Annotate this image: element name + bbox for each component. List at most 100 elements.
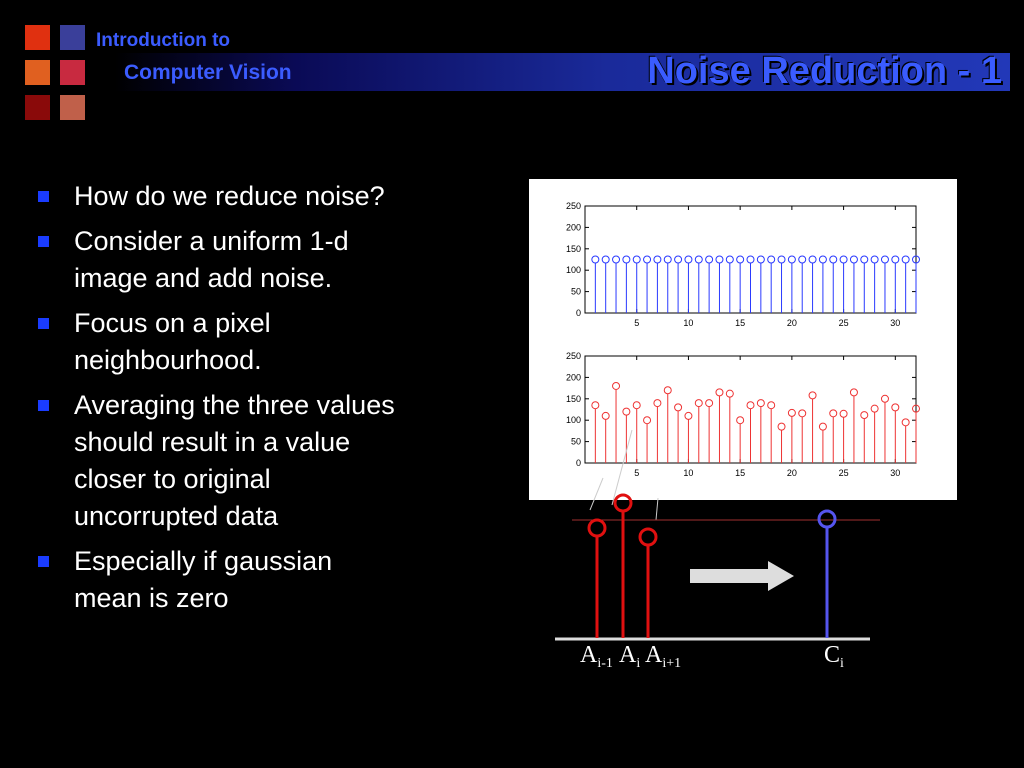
stem-marker xyxy=(653,255,662,264)
stem-marker xyxy=(839,409,848,418)
y-tick-label: 0 xyxy=(576,308,581,318)
stem-marker xyxy=(808,255,817,264)
x-tick-label: 30 xyxy=(890,468,900,478)
y-tick-label: 200 xyxy=(566,372,581,382)
stem-a-next-marker xyxy=(638,527,658,547)
slide-title: Noise Reduction - 1 xyxy=(647,50,1002,92)
stem-marker xyxy=(860,255,869,264)
bullet-list: How do we reduce noise? Consider a unifo… xyxy=(36,178,406,625)
label-a-next: Ai+1 xyxy=(645,642,682,671)
bullet-square-icon xyxy=(38,236,49,247)
label-a-curr: Ai xyxy=(619,642,641,671)
stem-marker xyxy=(870,255,879,264)
stem-marker xyxy=(787,408,796,417)
stem-marker xyxy=(787,255,796,264)
y-tick-label: 250 xyxy=(566,351,581,361)
bullet-item: Especially if gaussian mean is zero xyxy=(36,543,406,617)
stem-marker xyxy=(849,255,858,264)
x-tick-label: 25 xyxy=(839,468,849,478)
stem-marker xyxy=(705,399,714,408)
stem-marker xyxy=(829,409,838,418)
logo-squares xyxy=(0,0,90,125)
stem-marker xyxy=(860,411,869,420)
stem-marker xyxy=(643,255,652,264)
bullet-item: Averaging the three values should result… xyxy=(36,387,406,535)
stem-marker xyxy=(901,418,910,427)
stem-marker xyxy=(818,255,827,264)
y-tick-label: 250 xyxy=(566,201,581,211)
x-tick-label: 15 xyxy=(735,468,745,478)
stem-marker xyxy=(798,255,807,264)
y-tick-label: 100 xyxy=(566,265,581,275)
averaging-diagram xyxy=(555,493,880,641)
stem-marker xyxy=(891,255,900,264)
stem-marker xyxy=(756,399,765,408)
logo-square xyxy=(60,60,85,85)
stem-marker xyxy=(632,255,641,264)
x-tick-label: 30 xyxy=(890,318,900,328)
y-tick-label: 0 xyxy=(576,458,581,468)
course-title-line1: Introduction to xyxy=(96,30,231,51)
stem-marker xyxy=(622,407,631,416)
x-tick-label: 10 xyxy=(683,468,693,478)
stem-marker xyxy=(777,422,786,431)
stem-marker xyxy=(715,255,724,264)
bullet-text: Especially if gaussian mean is zero xyxy=(74,546,333,613)
logo-square xyxy=(25,95,50,120)
bullet-item: How do we reduce noise? xyxy=(36,178,406,215)
header-bar xyxy=(115,53,1010,91)
stem-marker xyxy=(880,394,889,403)
stem-marker xyxy=(756,255,765,264)
stem-marker xyxy=(767,401,776,410)
stem-marker xyxy=(601,411,610,420)
bullet-square-icon xyxy=(38,556,49,567)
stem-marker xyxy=(818,422,827,431)
plot-panel: 0 50 100 150 200 250 5 10 15 20 25 30 0 50 100 150 200 25… xyxy=(529,179,957,500)
stem-marker xyxy=(632,401,641,410)
stem-marker xyxy=(643,416,652,425)
stem-marker xyxy=(880,255,889,264)
stem-marker xyxy=(839,255,848,264)
stem-marker xyxy=(891,403,900,412)
stem-marker xyxy=(725,389,734,398)
right-arrow-icon xyxy=(690,561,794,591)
stem-marker xyxy=(715,388,724,397)
stem-marker xyxy=(622,255,631,264)
bullet-item: Focus on a pixel neighbourhood. xyxy=(36,305,406,379)
stem-marker xyxy=(870,404,879,413)
bullet-text: How do we reduce noise? xyxy=(74,181,385,211)
x-tick-label: 10 xyxy=(683,318,693,328)
y-tick-label: 50 xyxy=(571,437,581,447)
stem-marker xyxy=(663,255,672,264)
stem-marker xyxy=(612,381,621,390)
stem-marker xyxy=(663,386,672,395)
y-tick-label: 150 xyxy=(566,244,581,254)
x-tick-label: 25 xyxy=(839,318,849,328)
stem-marker xyxy=(694,399,703,408)
logo-square xyxy=(25,25,50,50)
stem-marker xyxy=(829,255,838,264)
stem-marker xyxy=(808,391,817,400)
stem-marker xyxy=(746,255,755,264)
stem-c-curr-marker xyxy=(817,509,837,529)
stem-marker xyxy=(777,255,786,264)
bullet-square-icon xyxy=(38,191,49,202)
stem-marker xyxy=(767,255,776,264)
bullet-text: Consider a uniform 1-d image and add noi… xyxy=(74,226,349,293)
stem-marker xyxy=(746,401,755,410)
bullet-square-icon xyxy=(38,400,49,411)
stem-marker xyxy=(684,411,693,420)
stem-a-curr-marker xyxy=(613,493,633,513)
stem-marker xyxy=(849,388,858,397)
label-a-prev: Ai-1 xyxy=(580,642,613,671)
stem-marker xyxy=(705,255,714,264)
bullet-square-icon xyxy=(38,318,49,329)
y-tick-label: 150 xyxy=(566,394,581,404)
x-tick-label: 5 xyxy=(634,468,639,478)
label-c-curr: Ci xyxy=(824,642,844,671)
bullet-item: Consider a uniform 1-d image and add noi… xyxy=(36,223,406,297)
stem-marker xyxy=(674,403,683,412)
stem-marker xyxy=(612,255,621,264)
stem-marker xyxy=(591,255,600,264)
stem-marker xyxy=(725,255,734,264)
